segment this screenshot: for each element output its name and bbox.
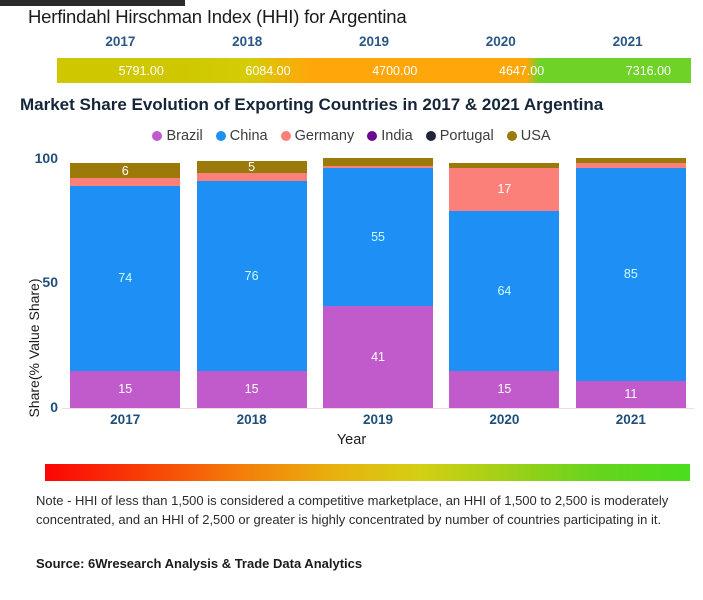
bar-column-2019: 41 55 2019: [315, 158, 441, 427]
hhi-value-2020: 4647.00: [499, 63, 545, 78]
stacked-bar-2017[interactable]: 15 74 6: [70, 158, 181, 408]
hhi-value-strip: 5791.00 6084.00 4700.00 4647.00 7316.00: [57, 58, 691, 83]
bar-segment-usa-2017[interactable]: 6: [70, 163, 181, 178]
legend-label-usa: USA: [520, 128, 551, 144]
bar-segment-germany-2018[interactable]: [196, 173, 307, 181]
hhi-year-2017: 2017: [105, 34, 136, 49]
bar-segment-brazil-2020[interactable]: 15: [449, 370, 560, 408]
legend-dot-icon-germany: [280, 131, 291, 141]
bar-segment-china-2019[interactable]: 55: [323, 168, 434, 306]
stacked-bar-2018[interactable]: 15 76 5: [196, 158, 307, 408]
legend-label-china: China: [229, 128, 268, 144]
y-axis-ticks: 100 50 0: [8, 150, 58, 415]
x-tick-2017: 2017: [110, 412, 141, 427]
bar-segment-germany-2017[interactable]: [70, 178, 181, 186]
legend-label-portugal: Portugal: [439, 128, 494, 144]
bar-segment-brazil-2021[interactable]: 11: [575, 380, 686, 408]
bar-column-2020: 15 64 17 2020: [441, 158, 567, 427]
y-tick-50: 50: [42, 274, 58, 290]
hhi-value-2018: 6084.00: [245, 63, 291, 78]
legend-dot-icon-brazil: [152, 131, 163, 141]
bar-segment-germany-2020[interactable]: 17: [449, 168, 560, 211]
legend-item-india[interactable]: India: [367, 128, 413, 144]
stacked-bar-2019[interactable]: 41 55: [323, 158, 434, 408]
legend-item-portugal[interactable]: Portugal: [425, 128, 494, 144]
bar-segment-germany-2019[interactable]: [323, 165, 434, 168]
legend-dot-icon-portugal: [425, 131, 436, 141]
legend-item-brazil[interactable]: Brazil: [152, 128, 203, 144]
stacked-bars: 15 74 6 2017 15 76 5 2018 41 55 2019 15 64 17 2020 11 85…: [62, 158, 694, 427]
y-tick-0: 0: [50, 399, 58, 415]
x-axis-baseline: [62, 408, 694, 409]
legend-dot-icon-usa: [506, 131, 517, 141]
legend-item-usa[interactable]: USA: [506, 128, 551, 144]
bar-segment-china-2017[interactable]: 74: [70, 185, 181, 371]
hhi-year-header: 2017 2018 2019 2020 2021: [57, 34, 691, 54]
x-tick-2020: 2020: [489, 412, 520, 427]
hhi-value-2021: 7316.00: [625, 63, 671, 78]
footer-source: Source: 6Wresearch Analysis & Trade Data…: [36, 556, 363, 571]
x-tick-2019: 2019: [362, 412, 394, 427]
hhi-value-2019: 4700.00: [372, 63, 418, 78]
bar-segment-china-2021[interactable]: 85: [575, 168, 686, 381]
bar-segment-usa-2019[interactable]: [323, 158, 434, 166]
hhi-year-2018: 2018: [232, 34, 263, 49]
x-tick-2018: 2018: [236, 412, 267, 427]
bar-segment-china-2020[interactable]: 64: [449, 210, 560, 371]
hhi-value-2017: 5791.00: [118, 63, 164, 78]
top-dark-strip: [0, 0, 185, 6]
bar-segment-china-2018[interactable]: 76: [196, 180, 307, 371]
bar-segment-brazil-2018[interactable]: 15: [196, 370, 307, 408]
bar-segment-brazil-2017[interactable]: 15: [70, 370, 181, 408]
stacked-bar-2021[interactable]: 11 85: [575, 158, 686, 408]
footer-note: Note - HHI of less than 1,500 is conside…: [36, 493, 669, 527]
legend-dot-icon-china: [215, 131, 226, 141]
hhi-year-2020: 2020: [485, 34, 516, 49]
hhi-title: Herfindahl Hirschman Index (HHI) for Arg…: [28, 6, 407, 27]
legend-label-germany: Germany: [294, 128, 355, 144]
bar-segment-usa-2018[interactable]: 5: [196, 160, 307, 173]
bar-segment-usa-2021[interactable]: [575, 158, 686, 163]
legend-item-germany[interactable]: Germany: [280, 128, 355, 144]
bar-column-2017: 15 74 6 2017: [62, 158, 188, 427]
chart-plot-area: Share(% Value Share) 100 50 0 15 74 6 2017 1…: [0, 150, 703, 448]
bar-segment-germany-2021[interactable]: [575, 163, 686, 168]
bar-segment-usa-2020[interactable]: [449, 163, 560, 168]
bar-segment-brazil-2019[interactable]: 41: [323, 305, 434, 408]
legend-item-china[interactable]: China: [215, 128, 268, 144]
hhi-year-2019: 2019: [358, 34, 390, 49]
y-tick-100: 100: [34, 150, 58, 166]
x-tick-2021: 2021: [615, 412, 646, 427]
bar-column-2018: 15 76 5 2018: [188, 158, 314, 427]
hhi-spectrum-gradient: [45, 464, 690, 481]
legend-label-india: India: [381, 128, 413, 144]
hhi-year-2021: 2021: [612, 34, 643, 49]
bar-column-2021: 11 85 2021: [568, 158, 694, 427]
x-axis-label: Year: [336, 432, 367, 448]
legend-label-brazil: Brazil: [166, 128, 203, 144]
stacked-bar-2020[interactable]: 15 64 17: [449, 158, 560, 408]
chart-title: Market Share Evolution of Exporting Coun…: [20, 95, 604, 114]
chart-legend: Brazil China Germany India Portugal USA: [0, 128, 703, 144]
legend-dot-icon-india: [367, 131, 378, 141]
